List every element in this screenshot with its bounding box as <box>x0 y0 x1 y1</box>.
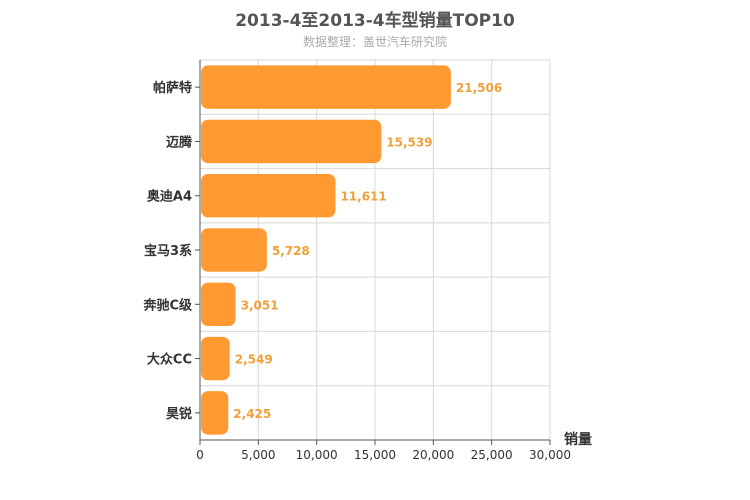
x-tick-label: 30,000 <box>529 448 571 462</box>
data-label: 5,728 <box>272 244 310 258</box>
x-tick-label: 10,000 <box>296 448 338 462</box>
bar[interactable] <box>201 65 451 109</box>
x-tick-label: 25,000 <box>471 448 513 462</box>
bar[interactable] <box>201 174 336 218</box>
bar[interactable] <box>201 391 229 435</box>
data-label: 11,611 <box>340 190 386 204</box>
chart-title: 2013-4至2013-4车型销量TOP10 <box>235 11 515 31</box>
chart-subtitle: 数据整理：盖世汽车研究院 <box>302 35 447 49</box>
category-label: 迈腾 <box>166 134 193 150</box>
data-label: 3,051 <box>241 298 279 312</box>
data-label: 21,506 <box>456 81 502 95</box>
x-tick-label: 0 <box>196 448 204 462</box>
category-label: 昊锐 <box>166 406 192 422</box>
category-label: 奥迪A4 <box>147 189 192 205</box>
category-label: 帕萨特 <box>153 80 192 96</box>
data-label: 15,539 <box>386 135 432 149</box>
category-label: 奔驰C级 <box>142 297 193 313</box>
x-tick-label: 15,000 <box>354 448 396 462</box>
bar[interactable] <box>201 336 230 381</box>
x-tick-label: 20,000 <box>412 448 454 462</box>
data-label: 2,425 <box>233 407 271 421</box>
data-label: 2,549 <box>235 353 273 367</box>
category-label: 宝马3系 <box>144 243 192 259</box>
bar[interactable] <box>201 228 267 272</box>
bar[interactable] <box>201 119 382 164</box>
bar[interactable] <box>201 282 236 326</box>
x-tick-label: 5,000 <box>241 448 275 462</box>
category-label: 大众CC <box>147 352 192 368</box>
x-axis-title: 销量 <box>564 431 592 448</box>
